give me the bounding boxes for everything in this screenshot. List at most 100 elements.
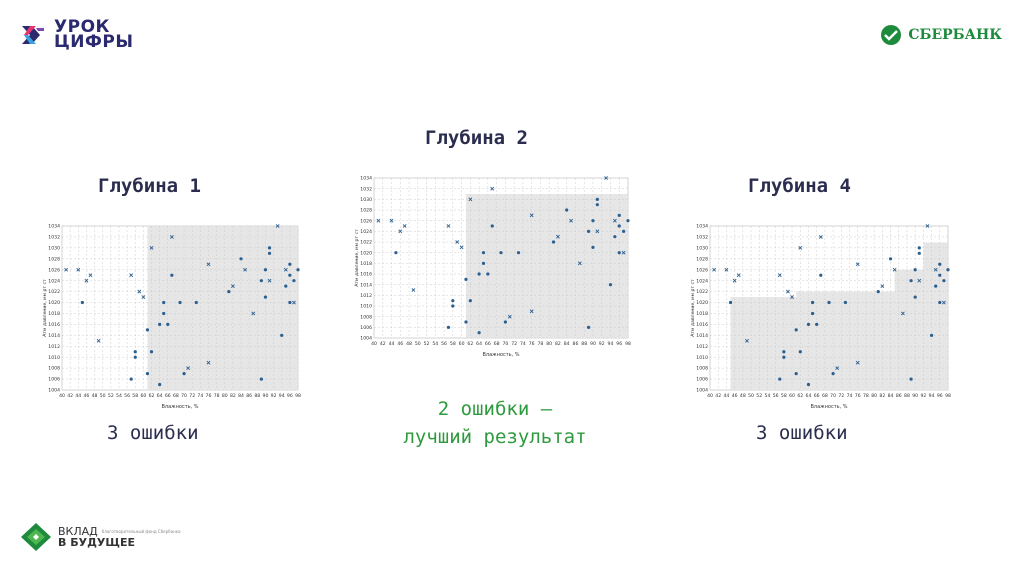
data-point-dot [477,331,481,335]
x-tick-label: 48 [406,341,412,347]
data-point-x-stroke [595,229,600,234]
panel-1-result: 3 ошибки [107,422,199,444]
data-point-x [507,314,512,319]
data-point-dot [810,300,815,305]
data-point-dot [468,299,472,303]
x-tick-label: 84 [564,341,570,347]
data-point-x-stroke [892,267,897,272]
data-point-x-stroke [206,262,211,267]
data-point-dot [145,328,150,332]
data-point-x [577,261,582,266]
data-point-x-stroke [529,309,534,314]
data-point-x [855,360,860,365]
data-point-dot [503,320,507,324]
data-point-x-stroke [818,235,823,239]
data-point-x-stroke [900,311,905,316]
y-tick-label: 1022 [48,289,60,295]
data-point-dot [288,300,292,305]
data-point-dot [267,251,272,255]
y-tick-label: 1020 [360,250,372,256]
data-point-dot [946,268,950,272]
x-tick-label: 94 [929,393,935,399]
y-tick-label: 1022 [696,289,708,295]
data-point-x [455,240,460,244]
x-tick-label: 40 [59,393,65,399]
data-point-x-stroke [529,213,534,218]
data-point-x [267,278,272,283]
x-tick-label: 50 [748,393,754,399]
y-tick-label: 1024 [360,229,372,235]
data-point-x-stroke [137,289,142,294]
data-point-x [529,213,534,218]
y-tick-label: 1022 [360,240,372,246]
data-point-dot [259,377,263,381]
data-point-x-stroke [855,262,860,267]
data-point-dot [913,268,917,272]
x-tick-label: 70 [502,341,508,347]
x-tick-label: 86 [573,341,579,347]
data-point-dot [133,350,137,354]
data-point-x-stroke [612,218,617,223]
data-point-dot [794,328,798,332]
y-tick-label: 1004 [696,388,708,394]
y-tick-label: 1006 [696,377,708,383]
data-point-x-stroke [169,235,174,239]
sberbank-logo-text: СБЕРБАНК [908,27,1002,43]
x-tick-label: 48 [740,393,746,399]
x-tick-label: 90 [912,393,918,399]
data-point-x [490,186,495,191]
y-tick-label: 1012 [48,344,60,350]
data-point-x [835,366,840,371]
x-tick-label: 58 [781,393,787,399]
y-tick-label: 1028 [696,256,708,262]
data-point-x [96,338,101,343]
data-point-dot [613,235,617,239]
data-point-dot [481,261,486,265]
data-point-x-stroke [186,366,191,371]
data-point-dot [798,350,802,354]
x-tick-label: 72 [189,393,195,399]
data-point-dot [913,295,917,299]
data-point-x [736,273,741,278]
x-tick-label: 58 [450,341,456,347]
y-tick-label: 1012 [696,344,708,350]
x-tick-label: 76 [529,341,535,347]
data-point-dot [166,322,170,326]
x-tick-label: 62 [149,393,155,399]
data-point-x [745,338,749,343]
x-tick-label: 86 [246,393,252,399]
x-tick-label: 40 [371,341,377,347]
data-point-dot [591,219,595,223]
data-point-dot [149,350,154,354]
x-tick-label: 88 [904,393,910,399]
x-tick-label: 98 [945,393,951,399]
data-point-dot [464,320,468,324]
data-point-dot [162,311,166,316]
data-point-x-stroke [141,295,146,299]
data-point-x [186,366,191,371]
x-tick-label: 92 [920,393,926,399]
urok-logo-icon [22,26,44,44]
x-tick-label: 98 [295,393,301,399]
data-point-x-stroke [206,360,211,365]
data-point-dot [284,284,288,288]
data-point-x [892,267,897,272]
data-point-dot [815,322,819,326]
data-point-x [604,176,609,180]
x-tick-label: 94 [279,393,285,399]
y-tick-label: 1030 [48,245,60,251]
x-tick-label: 54 [765,393,771,399]
data-point-x [64,267,68,272]
data-point-dot [263,268,268,272]
data-point-dot [296,268,300,272]
data-point-x [786,289,790,294]
x-tick-label: 82 [879,393,885,399]
data-point-dot [586,229,591,233]
data-point-dot [259,279,263,283]
y-tick-label: 1014 [696,333,708,339]
x-tick-label: 78 [214,393,220,399]
x-tick-label: 94 [608,341,614,347]
data-point-x [900,311,905,316]
data-point-dot [565,208,569,212]
data-point-x [612,218,617,223]
